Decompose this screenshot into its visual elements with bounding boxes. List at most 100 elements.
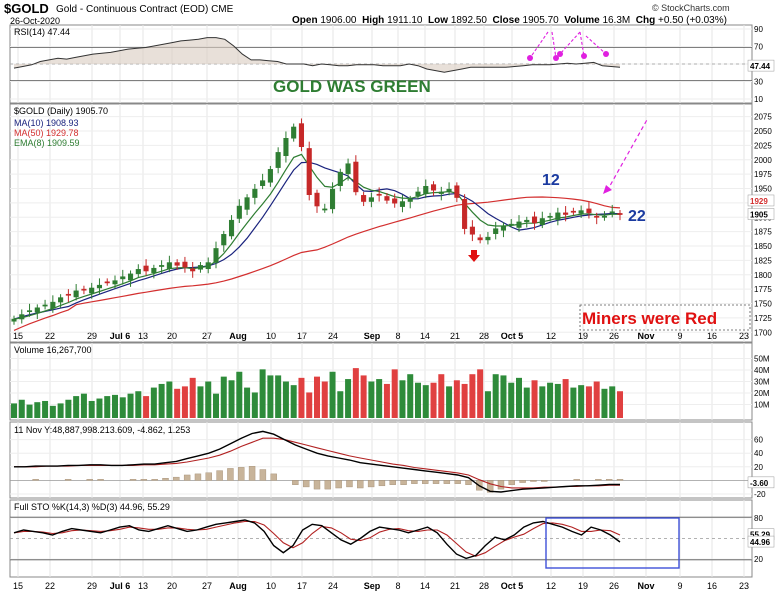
macd-histogram-bar bbox=[32, 479, 39, 481]
low-value: 1892.50 bbox=[450, 15, 487, 26]
volume-bar bbox=[251, 392, 258, 418]
macd-histogram-bar bbox=[519, 480, 526, 483]
price-candle-body bbox=[252, 188, 258, 198]
macd-histogram-bar bbox=[389, 480, 396, 485]
volume-bar bbox=[438, 374, 445, 418]
price-candle-body bbox=[594, 215, 600, 218]
volume-bar bbox=[554, 383, 561, 418]
bottom-x-tick-label: 10 bbox=[266, 581, 276, 591]
macd-histogram-bar bbox=[432, 480, 440, 484]
price-candle-body bbox=[159, 265, 165, 267]
volume-bar bbox=[547, 382, 554, 418]
price-candle-body bbox=[260, 180, 266, 186]
volume-bar bbox=[609, 386, 616, 418]
rsi-last-badge: 47.44 bbox=[750, 62, 771, 71]
ma10-legend: MA(10) 1908.93 bbox=[14, 118, 79, 128]
rsi-magenta-arrow-tip bbox=[557, 51, 563, 57]
bottom-x-tick-label: 16 bbox=[707, 581, 717, 591]
price-y-tick-label: 1950 bbox=[754, 185, 772, 194]
price-x-tick-label: 24 bbox=[328, 331, 338, 341]
price-candle-body bbox=[361, 195, 367, 202]
macd-histogram-bar bbox=[573, 479, 580, 481]
instrument-name-text: Gold - Continuous Contract (EOD) bbox=[56, 4, 209, 15]
volume-bar bbox=[244, 387, 251, 418]
price-candle-body bbox=[314, 192, 320, 207]
volume-bar bbox=[415, 382, 421, 418]
volume-bar bbox=[508, 382, 515, 418]
red-up-arrow-icon bbox=[468, 250, 480, 262]
price-candle-body bbox=[19, 314, 25, 320]
price-x-tick-label: 23 bbox=[739, 331, 749, 341]
price-y-tick-label: 1850 bbox=[754, 242, 772, 251]
rsi-y-tick-label: 90 bbox=[754, 25, 763, 34]
price-x-tick-label: 12 bbox=[546, 331, 556, 341]
miners-dashed-box bbox=[579, 304, 751, 331]
price-candle-body bbox=[275, 152, 281, 168]
macd-last-badge: -3.60 bbox=[750, 479, 769, 488]
price-candle-body bbox=[500, 225, 507, 231]
macd-histogram-bar bbox=[508, 480, 515, 485]
volume-bar bbox=[352, 368, 359, 418]
volume-bar bbox=[96, 398, 103, 418]
macd-histogram-bar bbox=[248, 466, 256, 481]
high-value: 1911.10 bbox=[387, 15, 423, 26]
price-candle-body bbox=[42, 304, 48, 307]
volume-bar bbox=[143, 396, 150, 418]
rsi-magenta-arrow-line bbox=[585, 35, 607, 55]
volume-bar bbox=[337, 391, 344, 418]
volume-bar bbox=[26, 404, 33, 418]
volume-bar bbox=[593, 381, 600, 418]
price-candle-body bbox=[213, 248, 219, 263]
macd-histogram-bar bbox=[86, 479, 93, 481]
volume-bar bbox=[88, 400, 95, 418]
sto-y-tick-label: 80 bbox=[754, 514, 763, 523]
price-candle-body bbox=[96, 284, 103, 289]
price-candle-body bbox=[112, 280, 118, 285]
macd-histogram-bar bbox=[64, 479, 72, 481]
high-label: High bbox=[362, 15, 385, 26]
bottom-x-tick-label: 9 bbox=[677, 581, 682, 591]
volume-bar bbox=[430, 382, 437, 418]
rsi-magenta-arrow-line bbox=[559, 31, 581, 55]
volume-bar bbox=[197, 386, 204, 418]
price-candle-body bbox=[120, 276, 126, 280]
volume-label: Volume bbox=[564, 15, 600, 26]
bottom-x-tick-label: Sep bbox=[364, 581, 381, 591]
bottom-x-tick-label: 17 bbox=[297, 581, 307, 591]
open-value: 1906.00 bbox=[320, 15, 357, 26]
volume-bar bbox=[601, 388, 608, 418]
price-y-tick-label: 1975 bbox=[754, 170, 772, 179]
brand-watermark: © StockCharts.com bbox=[652, 3, 730, 13]
price-candle-body bbox=[407, 199, 413, 202]
macd-histogram-bar bbox=[605, 479, 613, 481]
volume-bar bbox=[453, 380, 460, 418]
price-candle-body bbox=[221, 234, 227, 246]
price-x-tick-label: 29 bbox=[87, 331, 97, 341]
price-candle-body bbox=[244, 197, 250, 210]
macd-histogram-bar bbox=[400, 480, 407, 485]
price-x-tick-label: 9 bbox=[677, 331, 682, 341]
bottom-x-tick-label: 29 bbox=[87, 581, 97, 591]
price-candle-body bbox=[353, 161, 359, 193]
price-candle-body bbox=[563, 212, 569, 215]
price-candle-body bbox=[570, 210, 576, 213]
macd-histogram-bar bbox=[335, 480, 342, 489]
price-candle-body bbox=[485, 236, 491, 241]
bottom-x-tick-label: 26 bbox=[609, 581, 619, 591]
price-x-tick-label: Nov bbox=[637, 331, 654, 341]
price-candle-body bbox=[58, 297, 64, 303]
volume-bar bbox=[228, 380, 235, 418]
price-x-tick-label: 22 bbox=[45, 331, 55, 341]
price-x-tick-label: Aug bbox=[229, 331, 247, 341]
ema8-line bbox=[13, 153, 621, 320]
volume-bar bbox=[18, 399, 25, 418]
volume-bar bbox=[578, 385, 585, 418]
price-candle-body bbox=[166, 262, 172, 270]
volume-bar bbox=[422, 385, 429, 418]
macd-histogram-bar bbox=[541, 480, 548, 482]
volume-bar bbox=[469, 374, 476, 418]
rsi-magenta-arrow-line bbox=[551, 31, 557, 59]
volume-bar bbox=[158, 383, 165, 418]
price-candle-body bbox=[135, 269, 141, 275]
macd-histogram-bar bbox=[302, 480, 310, 488]
